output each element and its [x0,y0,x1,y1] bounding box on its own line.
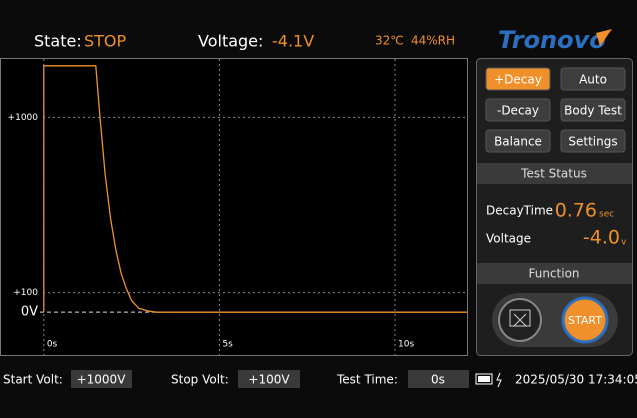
field[interactable] [71,370,132,388]
state-label: State: [34,32,82,51]
battery-icon [475,373,493,385]
voltage-status-unit: v [621,238,627,248]
mode-button[interactable] [560,129,626,153]
decay-value: 0.76 [555,200,597,222]
mode-button[interactable] [485,98,551,122]
mode-button[interactable] [485,129,551,153]
x-tick-label: 0s [47,340,58,350]
test-time-value: 0s [431,373,445,387]
section-bar [477,263,632,284]
chart-frame [0,58,468,356]
y-tick-label: 0V [21,305,38,320]
voltage-status-label: Voltage [486,232,531,246]
decay-label: DecayTime [486,204,553,218]
x-tick-label: 10s [398,340,414,350]
y-tick-label: +100 [13,288,38,298]
plug-icon [496,372,502,388]
voltage: -4.1V [272,32,314,51]
field[interactable] [408,370,469,388]
mode-button-label: Auto [579,73,607,87]
mode-button-label: Settings [568,135,617,149]
section-title: Test Status [520,167,587,181]
temperature: 32℃ [375,34,404,48]
mode-button[interactable] [485,67,551,91]
section-bar [477,163,632,184]
stop-volt-label: Stop Volt: [171,373,229,387]
mode-button-label: +Decay [494,73,542,87]
mode-button-label: Body Test [564,104,622,118]
state: STOP [84,32,127,51]
decay-unit: sec [599,210,614,220]
mode-button[interactable] [560,67,626,91]
start-volt-label: Start Volt: [3,373,63,387]
logo-mark [596,29,612,46]
voltage-label: Voltage: [198,32,263,51]
mode-button[interactable] [560,98,626,122]
discharge-icon [509,309,531,327]
start-label: START [568,314,602,327]
humidity: 44%RH [411,34,455,48]
stop-volt-value: +100V [248,373,290,387]
y-tick-label: +1000 [8,113,39,123]
logo: Tronovo [498,26,606,54]
x-tick-label: 5s [222,340,233,350]
plot: 0V +100 +1000 0s 5s 10s [8,59,467,355]
test-time-label: Test Time: [336,373,398,387]
mode-button-label: Balance [494,135,542,149]
field[interactable] [238,370,300,388]
button-grid: +Decay Auto -Decay Body Test Balance Settings [485,67,626,153]
start-button[interactable] [561,296,609,344]
battery-fill [478,376,490,382]
trace [43,65,467,313]
start-volt-value: +1000V [77,373,127,387]
section-title: Function [528,267,579,281]
voltage-status-value: -4.0 [583,227,620,249]
mode-button-label: -Decay [497,104,539,118]
datetime: 2025/05/30 17:34:05 [515,373,637,387]
